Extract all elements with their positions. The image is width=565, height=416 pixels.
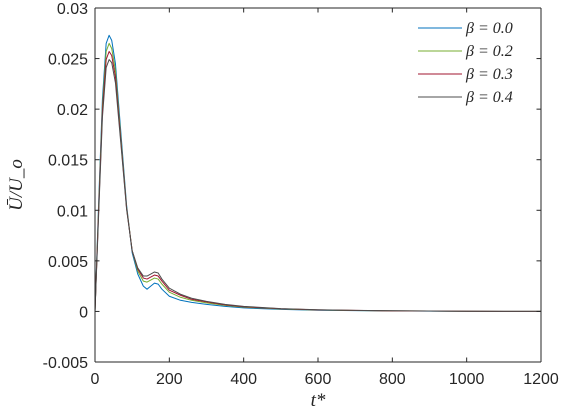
x-tick-label: 1000 — [449, 371, 485, 388]
axes-layer: 0 200 400 600 800 1000 1200-0.00500.0050.010.0… — [43, 1, 559, 388]
legend-label-2: β = 0.3 — [465, 66, 513, 83]
x-tick-label: 600 — [305, 371, 332, 388]
x-tick-label: 0 — [91, 371, 100, 388]
series-line-3 — [95, 59, 541, 312]
y-axis-title: Ū/U_o — [6, 159, 27, 211]
series-layer — [95, 34, 541, 312]
legend: β = 0.0 β = 0.2 β = 0.3 β = 0.4 — [418, 20, 513, 106]
legend-label-1: β = 0.2 — [465, 43, 513, 60]
y-tick-label: 0.01 — [57, 203, 88, 220]
y-tick-label: 0.02 — [57, 102, 88, 119]
plot-area — [95, 8, 541, 362]
plot-background — [95, 8, 541, 362]
y-tick-label: 0.03 — [57, 1, 88, 18]
x-axis-title: t* — [311, 390, 326, 411]
x-tick-label: 200 — [156, 371, 183, 388]
y-tick-label: 0.005 — [48, 254, 88, 271]
y-tick-label: 0 — [79, 304, 88, 321]
x-tick-label: 1200 — [523, 371, 559, 388]
legend-label-3: β = 0.4 — [465, 89, 513, 106]
y-tick-label: 0.025 — [48, 52, 88, 69]
x-tick-label: 800 — [379, 371, 406, 388]
y-tick-label: -0.005 — [43, 355, 88, 372]
y-tick-label: 0.015 — [48, 153, 88, 170]
legend-label-0: β = 0.0 — [465, 20, 513, 37]
x-tick-label: 400 — [230, 371, 257, 388]
